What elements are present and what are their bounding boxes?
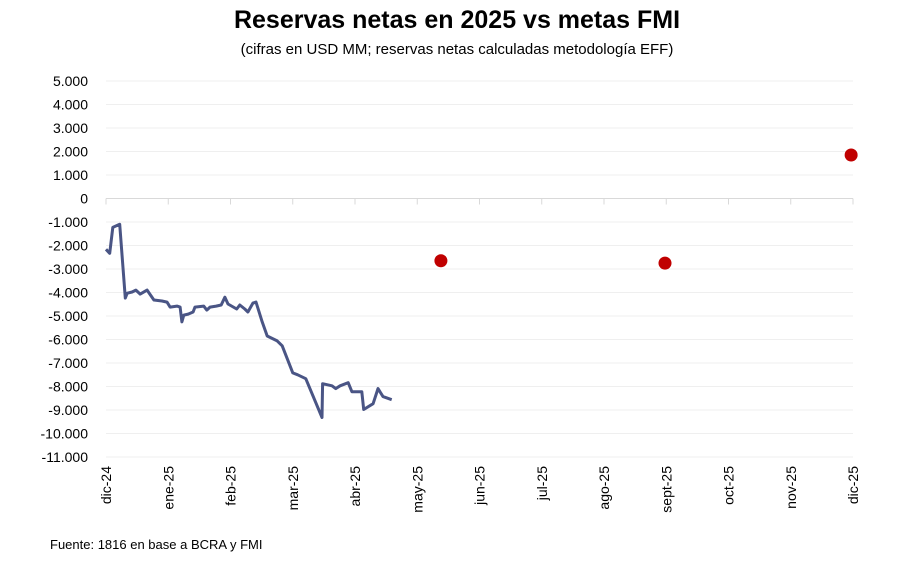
series-line-reservas-netas	[104, 222, 393, 419]
x-tick-label: may-25	[409, 466, 425, 513]
y-tick-label: 5.000	[53, 73, 88, 89]
y-tick-label: -7.000	[48, 355, 88, 371]
y-tick-label: -6.000	[48, 332, 88, 348]
x-tick-label: jun-25	[472, 466, 488, 506]
y-tick-label: 1.000	[53, 167, 88, 183]
y-tick-label: -10.000	[41, 426, 89, 442]
y-tick-label: 0	[80, 191, 88, 207]
x-tick-label: nov-25	[783, 466, 799, 509]
x-tick-label: dic-24	[98, 466, 114, 504]
y-tick-label: 3.000	[53, 120, 88, 136]
y-tick-label: -8.000	[48, 379, 88, 395]
imf-target-point	[658, 256, 672, 270]
x-tick-label: jul-25	[534, 466, 550, 501]
x-tick-label: oct-25	[721, 466, 737, 505]
x-tick-label: sept-25	[658, 466, 674, 513]
x-tick-label: feb-25	[223, 466, 239, 506]
imf-target-point	[434, 254, 448, 268]
y-tick-label: -9.000	[48, 402, 88, 418]
x-tick-label: ago-25	[596, 466, 612, 510]
x-tick-label: dic-25	[845, 466, 861, 504]
y-tick-label: -2.000	[48, 238, 88, 254]
y-tick-label: -5.000	[48, 308, 88, 324]
y-tick-label: -1.000	[48, 214, 88, 230]
imf-target-point	[844, 148, 858, 162]
chart-source: Fuente: 1816 en base a BCRA y FMI	[50, 537, 263, 552]
y-tick-label: 4.000	[53, 97, 88, 113]
y-tick-label: -11.000	[42, 449, 89, 465]
x-tick-label: mar-25	[285, 466, 301, 511]
y-tick-label: -3.000	[48, 261, 88, 277]
chart-title: Reservas netas en 2025 vs metas FMI	[233, 6, 681, 34]
x-tick-label: abr-25	[347, 466, 363, 507]
chart-subtitle: (cifras en USD MM; reservas netas calcul…	[240, 41, 674, 58]
x-tick-label: ene-25	[160, 466, 176, 510]
y-tick-label: 2.000	[53, 144, 88, 160]
y-tick-label: -4.000	[48, 285, 88, 301]
